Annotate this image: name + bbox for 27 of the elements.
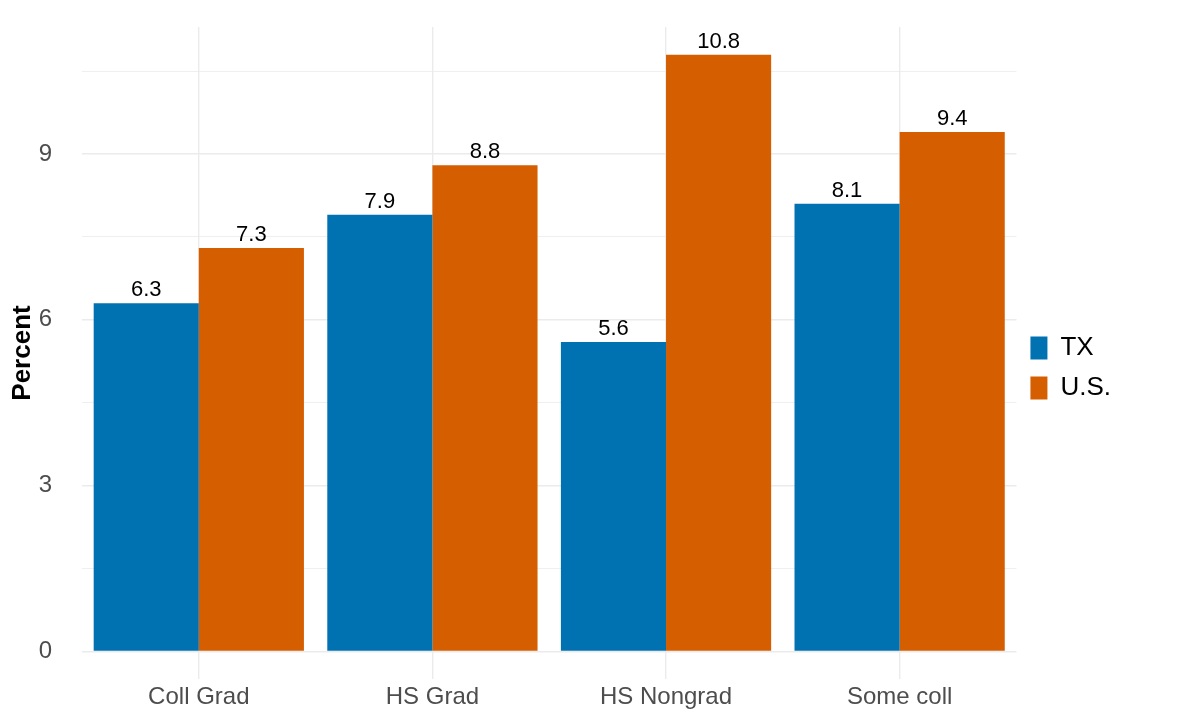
data-label: 5.6: [598, 314, 629, 340]
bar: [432, 165, 538, 651]
data-label: 8.1: [831, 176, 863, 202]
bar: [560, 341, 667, 651]
data-label: 8.8: [469, 138, 501, 164]
bar: [198, 248, 304, 651]
legend-label: TX: [1060, 331, 1094, 362]
y-tick-label: 3: [38, 470, 52, 498]
x-tick-label: Coll Grad: [148, 682, 250, 710]
bar: [93, 303, 199, 651]
y-axis-title: Percent: [5, 304, 36, 401]
x-tick-label: HS Grad: [385, 682, 480, 710]
legend-label: U.S.: [1060, 371, 1112, 402]
bar: [666, 54, 772, 651]
data-label: 7.3: [236, 221, 267, 247]
y-tick-label: 9: [38, 138, 52, 166]
x-tick-label: HS Nongrad: [599, 682, 733, 710]
data-label: 6.3: [130, 276, 162, 302]
bar: [794, 203, 900, 651]
y-tick-label: 6: [38, 304, 52, 332]
x-tick-label: Some coll: [846, 682, 953, 710]
y-tick-label: 0: [38, 636, 52, 663]
data-label: 7.9: [364, 187, 396, 213]
data-label: 9.4: [936, 104, 968, 130]
data-label: 10.8: [697, 27, 740, 53]
bar: [327, 214, 433, 651]
bar: [899, 131, 1005, 651]
